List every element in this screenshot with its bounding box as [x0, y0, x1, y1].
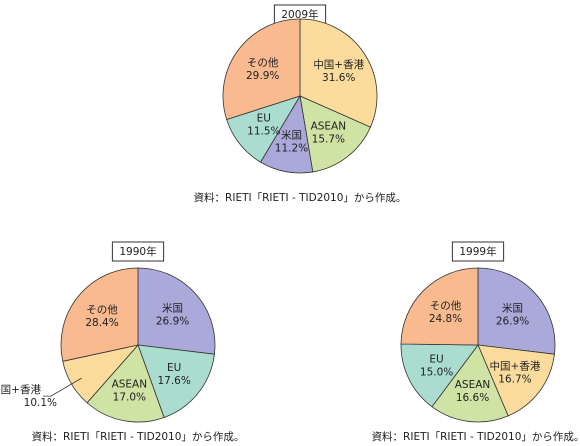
value-label: 24.8% [429, 313, 462, 325]
value-label: 31.6% [322, 72, 355, 84]
pie-slice [299, 95, 371, 173]
slice-label: 中国+香港 [490, 360, 541, 373]
chart-title: 2009年 [281, 8, 318, 21]
title-box [111, 241, 165, 262]
chart-title: 1999年 [459, 245, 496, 258]
slice-label: ASEAN [455, 379, 491, 391]
value-label: 29.9% [246, 70, 279, 82]
value-label: 26.9% [156, 315, 189, 327]
slice-label: 米国 [502, 301, 523, 314]
pie-slice [137, 267, 216, 355]
value-label: 11.2% [275, 142, 308, 154]
slice-label: EU [167, 362, 181, 374]
slice-label: その他 [430, 299, 462, 312]
pie-slice [400, 343, 479, 408]
chart-title: 1990年 [119, 245, 156, 258]
slice-label: EU [257, 113, 271, 125]
value-label: 16.6% [456, 392, 489, 404]
pie-slice [477, 344, 555, 417]
leader-line [43, 377, 82, 397]
value-label: 15.0% [420, 366, 453, 378]
title-box [451, 241, 505, 262]
pie-slice [222, 18, 301, 120]
pie-slice [431, 344, 509, 423]
pie-slice [137, 344, 215, 418]
slice-label: ASEAN [112, 378, 148, 390]
slice-label: 中国+香港 [0, 383, 41, 396]
value-label: 16.7% [498, 374, 531, 386]
slice-label: 米国 [162, 301, 183, 314]
value-label: 11.5% [247, 126, 280, 138]
source-note: 資料：RIETI「RIETI - TID2010」から作成。 [32, 430, 245, 443]
pie-slice [400, 267, 479, 346]
slice-label: EU [429, 353, 443, 365]
value-label: 15.7% [312, 133, 345, 145]
slice-label: その他 [86, 303, 118, 316]
value-label: 10.1% [24, 397, 57, 409]
value-label: 17.0% [113, 391, 146, 403]
slice-label: 米国 [281, 128, 302, 141]
slice-label: 中国+香港 [313, 58, 364, 71]
pie-slice [60, 267, 139, 362]
pie-slice [477, 267, 556, 355]
pie-slice [299, 18, 378, 128]
source-note: 資料：RIETI「RIETI - TID2010」から作成。 [194, 191, 407, 204]
value-label: 28.4% [85, 317, 118, 329]
slice-label: その他 [247, 56, 279, 69]
value-label: 17.6% [157, 375, 190, 387]
source-note: 資料：RIETI「RIETI - TID2010」から作成。 [372, 430, 580, 443]
pie-slice [86, 344, 165, 423]
slice-label: ASEAN [311, 120, 347, 132]
value-label: 26.9% [496, 315, 529, 327]
